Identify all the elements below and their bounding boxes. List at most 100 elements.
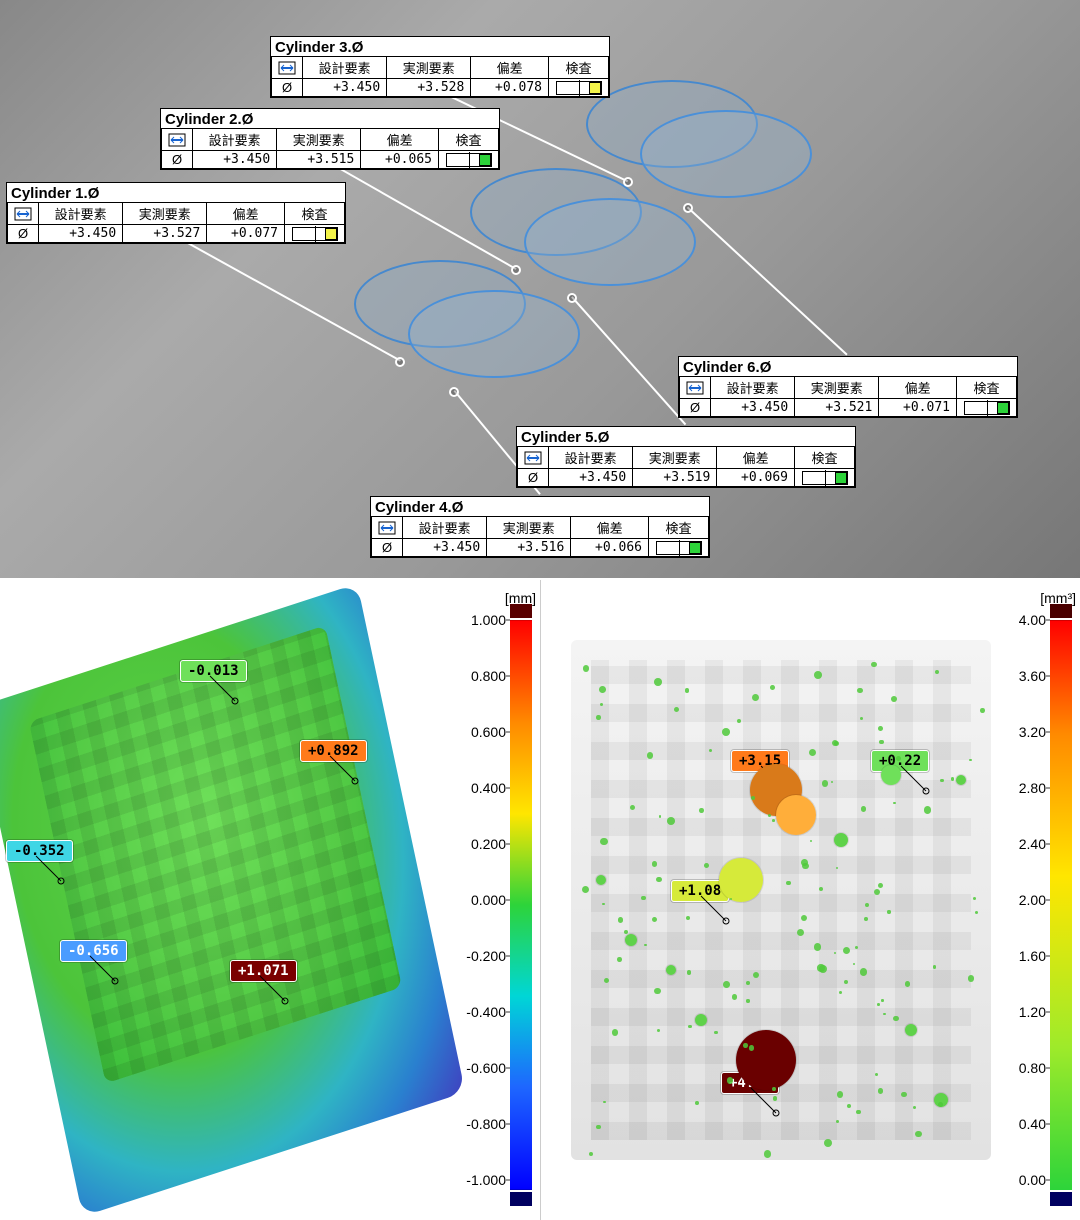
colorbar-tick: 2.40 [996, 836, 1046, 852]
colorbar-porosity: [mm³] 4.003.603.202.802.402.001.601.200.… [996, 610, 1076, 1200]
void-blob [667, 817, 675, 825]
colorbar-tick: -0.600 [456, 1060, 506, 1076]
val-actual: +3.528 [387, 79, 471, 97]
val-dev: +0.069 [717, 469, 795, 487]
col-dev: 偏差 [879, 377, 957, 399]
void-blob [881, 999, 883, 1001]
val-dev: +0.071 [879, 399, 957, 417]
val-dev: +0.066 [571, 539, 649, 557]
col-nominal: 設計要素 [403, 517, 487, 539]
void-blob [864, 917, 868, 921]
void-blob [743, 1043, 748, 1048]
void-blob [688, 1025, 692, 1029]
void-blob [915, 1131, 921, 1137]
callout-title: Cylinder 5.Ø [517, 427, 855, 446]
void-blob [764, 1150, 772, 1158]
col-actual: 実測要素 [387, 57, 471, 79]
colorbar-tick: 0.000 [456, 892, 506, 908]
void-blob [861, 806, 866, 811]
void-blob [857, 688, 862, 693]
void-blob [722, 728, 730, 736]
val-nominal: +3.450 [711, 399, 795, 417]
void-blob [654, 678, 662, 686]
dimension-icon [162, 129, 193, 151]
val-dev: +0.078 [471, 79, 549, 97]
diameter-symbol: Ø [272, 79, 303, 97]
colorbar-tick: 0.200 [456, 836, 506, 852]
col-actual: 実測要素 [123, 203, 207, 225]
colorbar-gradient [1050, 620, 1072, 1190]
void-blob [891, 696, 897, 702]
colorbar-tick: 2.00 [996, 892, 1046, 908]
void-blob [583, 665, 590, 672]
void-blob [624, 930, 628, 934]
void-blob [824, 1139, 832, 1147]
callout-c2: Cylinder 2.Ø設計要素実測要素偏差検査Ø+3.450+3.515+0.… [160, 108, 500, 170]
val-status [285, 225, 345, 243]
colorbar-tick: 3.60 [996, 668, 1046, 684]
val-status [439, 151, 499, 169]
anchor [511, 265, 521, 275]
colorbar-under [510, 1192, 532, 1206]
void-blob [968, 975, 974, 981]
callout-table: 設計要素実測要素偏差検査Ø+3.450+3.516+0.066 [371, 516, 709, 557]
val-nominal: +3.450 [303, 79, 387, 97]
callout-c3: Cylinder 3.Ø設計要素実測要素偏差検査Ø+3.450+3.528+0.… [270, 36, 610, 98]
colorbar-tick: 1.000 [456, 612, 506, 628]
val-actual: +3.527 [123, 225, 207, 243]
anchor [623, 177, 633, 187]
diameter-symbol: Ø [372, 539, 403, 557]
callout-c1: Cylinder 1.Ø設計要素実測要素偏差検査Ø+3.450+3.527+0.… [6, 182, 346, 244]
col-nominal: 設計要素 [39, 203, 123, 225]
void-blob [596, 875, 606, 885]
colorbar-over [510, 604, 532, 618]
void-blob [874, 889, 880, 895]
anchor [567, 293, 577, 303]
col-actual: 実測要素 [487, 517, 571, 539]
void-blob [644, 944, 647, 947]
val-dev: +0.065 [361, 151, 439, 169]
porosity-view: [mm³] 4.003.603.202.802.402.001.601.200.… [540, 580, 1080, 1220]
callout-c5: Cylinder 5.Ø設計要素実測要素偏差検査Ø+3.450+3.519+0.… [516, 426, 856, 488]
colorbar-over [1050, 604, 1072, 618]
val-dev: +0.077 [207, 225, 285, 243]
void-blob [878, 1088, 883, 1093]
colorbar-tick: 0.600 [456, 724, 506, 740]
dimension-icon [518, 447, 549, 469]
void-blob [776, 795, 816, 835]
val-actual: +3.515 [277, 151, 361, 169]
void-blob [599, 686, 606, 693]
anchor [449, 387, 459, 397]
void-blob [714, 1031, 717, 1034]
void-blob [940, 779, 944, 783]
void-blob [602, 903, 605, 906]
diameter-symbol: Ø [518, 469, 549, 487]
col-dev: 偏差 [471, 57, 549, 79]
void-blob [695, 1101, 699, 1105]
void-blob [901, 1092, 907, 1098]
colorbar-tick: 0.80 [996, 1060, 1046, 1076]
callout-title: Cylinder 6.Ø [679, 357, 1017, 376]
val-status [649, 539, 709, 557]
col-nominal: 設計要素 [193, 129, 277, 151]
void-blob [905, 1024, 917, 1036]
col-dev: 偏差 [361, 129, 439, 151]
val-status [549, 79, 609, 97]
void-blob [834, 833, 848, 847]
colorbar-tick: 3.20 [996, 724, 1046, 740]
colorbar-tick: -0.800 [456, 1116, 506, 1132]
void-blob [887, 910, 890, 913]
void-blob [856, 1110, 860, 1114]
dimension-icon [272, 57, 303, 79]
void-blob [814, 943, 821, 950]
void-blob [802, 863, 809, 870]
diameter-symbol: Ø [680, 399, 711, 417]
callout-table: 設計要素実測要素偏差検査Ø+3.450+3.521+0.071 [679, 376, 1017, 417]
void-blob [786, 881, 790, 885]
val-nominal: +3.450 [403, 539, 487, 557]
col-nominal: 設計要素 [549, 447, 633, 469]
callout-table: 設計要素実測要素偏差検査Ø+3.450+3.515+0.065 [161, 128, 499, 169]
val-nominal: +3.450 [39, 225, 123, 243]
colorbar-tick: 2.80 [996, 780, 1046, 796]
void-blob [647, 752, 654, 759]
